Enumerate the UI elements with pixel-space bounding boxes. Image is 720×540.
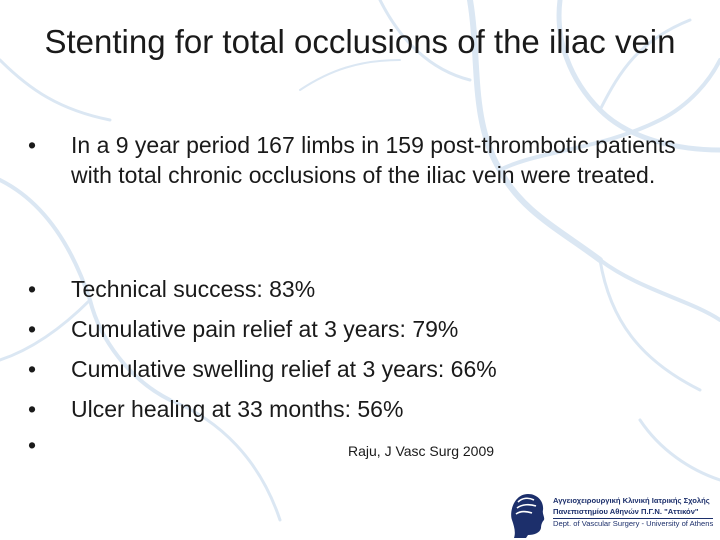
footer-line-greek-2: Πανεπιστημίου Αθηνών Π.Γ.Ν. "Αττικόν" xyxy=(553,506,699,516)
bullet-text: Cumulative swelling relief at 3 years: 6… xyxy=(71,356,497,382)
bullet-dot: • xyxy=(28,432,37,458)
university-athens-logo-icon xyxy=(511,494,545,538)
bullet-dot: • xyxy=(28,356,37,382)
bullet-text: Cumulative pain relief at 3 years: 79% xyxy=(71,316,459,342)
bullet-dot: • xyxy=(28,276,37,302)
bullet-dot: • xyxy=(28,132,37,158)
citation: Raju, J Vasc Surg 2009 xyxy=(348,443,495,459)
footer-divider xyxy=(553,518,713,519)
bullet-text: In a 9 year period 167 limbs in 159 post… xyxy=(71,132,676,188)
slide-title: Stenting for total occlusions of the ili… xyxy=(44,23,676,60)
bullet-dot: • xyxy=(28,316,37,342)
footer-department-text: Αγγειοχειρουργική Κλινική Ιατρικής Σχολή… xyxy=(553,496,718,530)
bullet-dot: • xyxy=(28,396,37,422)
bullet-text: Ulcer healing at 33 months: 56% xyxy=(71,396,404,422)
footer-line-english: Dept. of Vascular Surgery - University o… xyxy=(553,519,714,528)
bullet-text: Technical success: 83% xyxy=(71,276,316,302)
footer-line-greek-1: Αγγειοχειρουργική Κλινική Ιατρικής Σχολή… xyxy=(553,496,710,505)
